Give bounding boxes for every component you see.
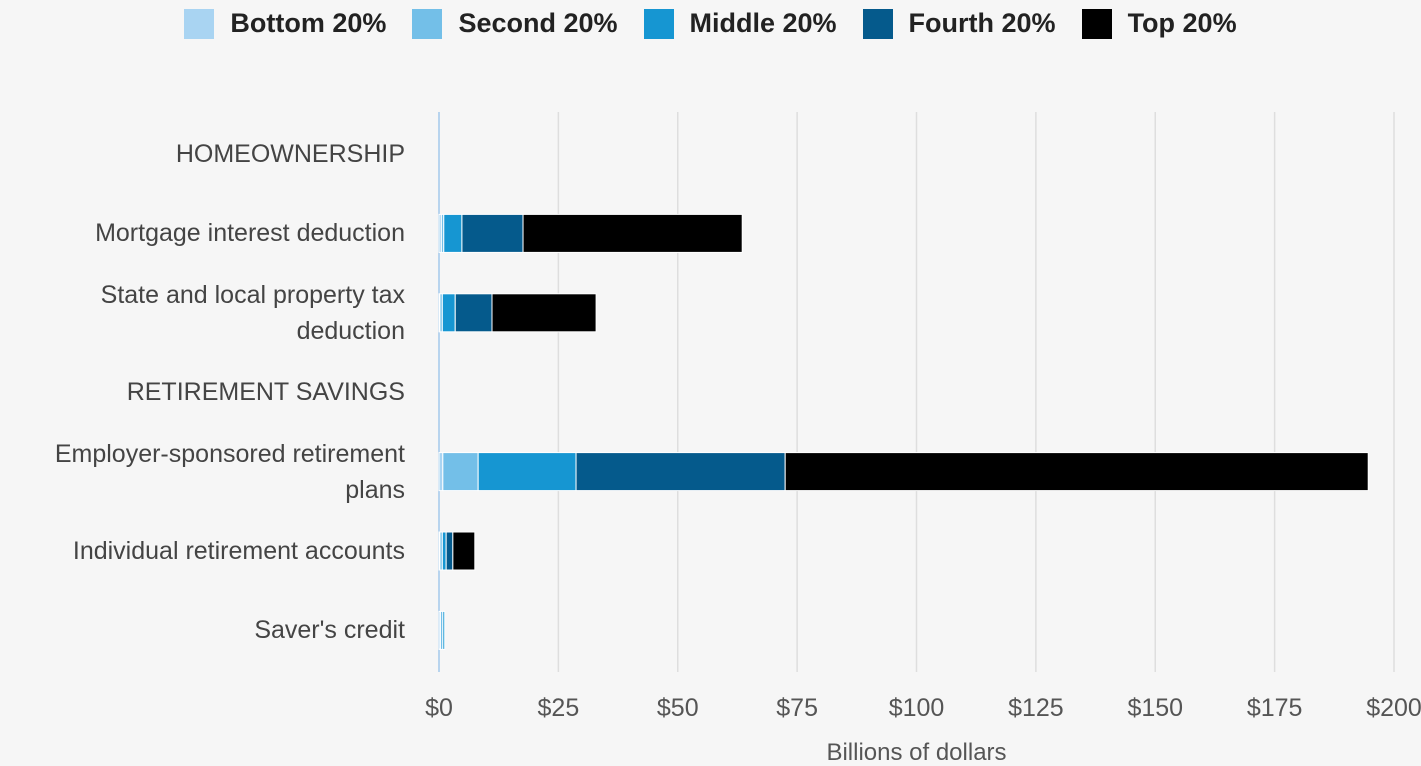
x-tick-label: $175 bbox=[1247, 694, 1303, 722]
x-tick-label: $25 bbox=[538, 694, 580, 722]
legend-label: Second 20% bbox=[458, 8, 618, 38]
bar-segment bbox=[491, 293, 597, 333]
legend-item: Top 20% bbox=[1081, 8, 1237, 39]
legend-swatch bbox=[412, 8, 443, 39]
bar-segment bbox=[784, 452, 1369, 492]
bar-segment bbox=[442, 452, 479, 492]
legend-swatch bbox=[862, 8, 893, 39]
category-label: State and local property tax deduction bbox=[100, 280, 405, 345]
category-label: Individual retirement accounts bbox=[72, 537, 405, 565]
bar-segment bbox=[438, 452, 444, 492]
x-tick-label: $100 bbox=[889, 694, 945, 722]
bar-segment bbox=[454, 293, 493, 333]
legend-label: Fourth 20% bbox=[908, 8, 1056, 38]
category-label: Saver's credit bbox=[254, 616, 405, 645]
x-tick-label: $75 bbox=[776, 694, 818, 722]
legend-label: Bottom 20% bbox=[230, 8, 387, 38]
x-tick-label: $125 bbox=[1008, 694, 1064, 722]
bar-segment bbox=[441, 293, 456, 333]
category-label: Employer-sponsored retirement plans bbox=[54, 439, 405, 504]
bar-segment bbox=[461, 213, 524, 253]
legend-item: Fourth 20% bbox=[862, 8, 1056, 39]
bar-segment bbox=[445, 531, 454, 571]
bar-segment bbox=[442, 610, 446, 650]
category-label: Mortgage interest deduction bbox=[95, 219, 405, 248]
x-tick-label: $50 bbox=[657, 694, 699, 722]
legend-item: Second 20% bbox=[412, 8, 618, 39]
category-label: HOMEOWNERSHIP bbox=[175, 140, 405, 168]
bar-segment bbox=[575, 452, 786, 492]
bar-segment bbox=[477, 452, 577, 492]
legend-swatch bbox=[1081, 8, 1112, 39]
x-axis-label: Billions of dollars bbox=[826, 739, 1006, 766]
x-tick-label: $200 bbox=[1366, 694, 1421, 722]
x-tick-label: $150 bbox=[1127, 694, 1183, 722]
bar-segment bbox=[443, 213, 463, 253]
legend-label: Top 20% bbox=[1127, 8, 1237, 38]
bar-segment bbox=[452, 531, 476, 571]
legend-item: Bottom 20% bbox=[184, 8, 386, 39]
legend-item: Middle 20% bbox=[643, 8, 837, 39]
x-tick-label: $0 bbox=[425, 694, 453, 722]
legend-swatch bbox=[643, 8, 674, 39]
category-label: RETIREMENT SAVINGS bbox=[126, 378, 405, 407]
legend-label: Middle 20% bbox=[689, 8, 837, 38]
legend: Bottom 20% Second 20% Middle 20% Fourth 20%… bbox=[0, 8, 1421, 39]
bar-segment bbox=[441, 531, 447, 571]
bar-segment bbox=[522, 213, 743, 253]
legend-swatch bbox=[184, 8, 215, 39]
